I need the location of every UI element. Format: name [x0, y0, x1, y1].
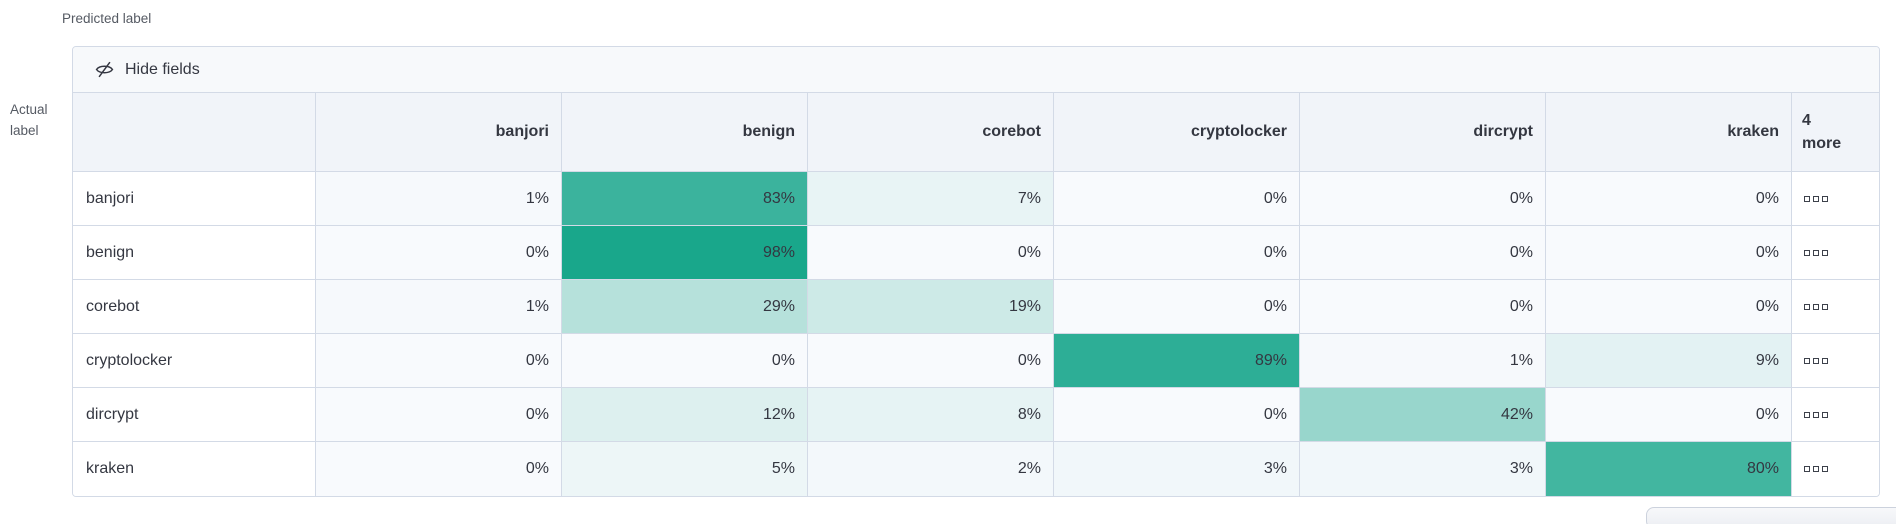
matrix-cell-kraken-dircrypt[interactable]: 3% — [1300, 442, 1546, 496]
matrix-cell-kraken-cryptolocker[interactable]: 3% — [1054, 442, 1300, 496]
matrix-cell-dircrypt-corebot[interactable]: 8% — [808, 388, 1054, 442]
boxes-horizontal-icon — [1804, 303, 1810, 310]
confusion-matrix-grid: banjori benign corebot cryptolocker dircrypt… — [73, 93, 1879, 496]
row-label-kraken[interactable]: kraken — [73, 442, 316, 496]
matrix-cell-cryptolocker-banjori[interactable]: 0% — [316, 334, 562, 388]
boxes-horizontal-icon — [1822, 249, 1828, 256]
matrix-cell-corebot-corebot[interactable]: 19% — [808, 280, 1054, 334]
boxes-horizontal-icon — [1804, 466, 1810, 472]
boxes-horizontal-icon — [1804, 249, 1810, 256]
matrix-cell-benign-benign[interactable]: 98% — [562, 226, 808, 280]
column-header-banjori[interactable]: banjori — [316, 93, 562, 172]
matrix-cell-kraken-benign[interactable]: 5% — [562, 442, 808, 496]
matrix-cell-banjori-cryptolocker[interactable]: 0% — [1054, 172, 1300, 226]
row-label-dircrypt[interactable]: dircrypt — [73, 388, 316, 442]
more-columns-cell-banjori[interactable] — [1792, 172, 1879, 226]
boxes-horizontal-icon — [1804, 411, 1810, 418]
matrix-cell-dircrypt-kraken[interactable]: 0% — [1546, 388, 1792, 442]
column-header-dircrypt[interactable]: dircrypt — [1300, 93, 1546, 172]
horizontal-scrollbar-thumb[interactable] — [1646, 507, 1896, 524]
matrix-cell-corebot-cryptolocker[interactable]: 0% — [1054, 280, 1300, 334]
matrix-cell-kraken-banjori[interactable]: 0% — [316, 442, 562, 496]
more-columns-cell-benign[interactable] — [1792, 226, 1879, 280]
boxes-horizontal-icon — [1822, 303, 1828, 310]
more-columns-cell-cryptolocker[interactable] — [1792, 334, 1879, 388]
matrix-cell-dircrypt-dircrypt[interactable]: 42% — [1300, 388, 1546, 442]
matrix-cell-banjori-benign[interactable]: 83% — [562, 172, 808, 226]
boxes-horizontal-icon — [1822, 357, 1828, 364]
matrix-cell-benign-corebot[interactable]: 0% — [808, 226, 1054, 280]
matrix-cell-corebot-kraken[interactable]: 0% — [1546, 280, 1792, 334]
matrix-cell-banjori-kraken[interactable]: 0% — [1546, 172, 1792, 226]
column-header-kraken[interactable]: kraken — [1546, 93, 1792, 172]
predicted-label: Predicted label — [62, 11, 152, 26]
confusion-matrix-panel: Hide fields banjori benign corebot cryptolo… — [72, 46, 1880, 497]
boxes-horizontal-icon — [1804, 357, 1810, 364]
hide-fields-button[interactable]: Hide fields — [95, 60, 200, 79]
boxes-horizontal-icon — [1822, 411, 1828, 418]
row-label-banjori[interactable]: banjori — [73, 172, 316, 226]
row-label-benign[interactable]: benign — [73, 226, 316, 280]
row-label-cryptolocker[interactable]: cryptolocker — [73, 334, 316, 388]
matrix-cell-benign-banjori[interactable]: 0% — [316, 226, 562, 280]
boxes-horizontal-icon — [1822, 195, 1828, 202]
matrix-cell-cryptolocker-benign[interactable]: 0% — [562, 334, 808, 388]
matrix-cell-benign-dircrypt[interactable]: 0% — [1300, 226, 1546, 280]
matrix-cell-banjori-banjori[interactable]: 1% — [316, 172, 562, 226]
column-header-cryptolocker[interactable]: cryptolocker — [1054, 93, 1300, 172]
boxes-horizontal-icon — [1804, 195, 1810, 202]
matrix-cell-corebot-benign[interactable]: 29% — [562, 280, 808, 334]
matrix-cell-dircrypt-cryptolocker[interactable]: 0% — [1054, 388, 1300, 442]
grid-toolbar: Hide fields — [73, 47, 1879, 93]
matrix-cell-banjori-dircrypt[interactable]: 0% — [1300, 172, 1546, 226]
boxes-horizontal-icon — [1813, 249, 1819, 256]
boxes-horizontal-icon — [1822, 466, 1828, 472]
boxes-horizontal-icon — [1813, 357, 1819, 364]
hidden-columns-header[interactable]: 4 more — [1792, 93, 1879, 172]
eye-closed-icon — [95, 60, 114, 79]
matrix-cell-kraken-corebot[interactable]: 2% — [808, 442, 1054, 496]
matrix-cell-cryptolocker-cryptolocker[interactable]: 89% — [1054, 334, 1300, 388]
matrix-cell-benign-kraken[interactable]: 0% — [1546, 226, 1792, 280]
more-columns-cell-corebot[interactable] — [1792, 280, 1879, 334]
matrix-cell-dircrypt-banjori[interactable]: 0% — [316, 388, 562, 442]
boxes-horizontal-icon — [1813, 303, 1819, 310]
matrix-cell-cryptolocker-corebot[interactable]: 0% — [808, 334, 1054, 388]
matrix-cell-kraken-kraken[interactable]: 80% — [1546, 442, 1792, 496]
matrix-cell-dircrypt-benign[interactable]: 12% — [562, 388, 808, 442]
boxes-horizontal-icon — [1813, 466, 1819, 472]
matrix-cell-banjori-corebot[interactable]: 7% — [808, 172, 1054, 226]
actual-label: Actual label — [10, 102, 48, 138]
boxes-horizontal-icon — [1813, 411, 1819, 418]
column-header-corebot[interactable]: corebot — [808, 93, 1054, 172]
more-columns-cell-kraken[interactable] — [1792, 442, 1879, 496]
row-label-corebot[interactable]: corebot — [73, 280, 316, 334]
matrix-cell-cryptolocker-kraken[interactable]: 9% — [1546, 334, 1792, 388]
hide-fields-label: Hide fields — [125, 60, 200, 78]
matrix-cell-corebot-dircrypt[interactable]: 0% — [1300, 280, 1546, 334]
column-header-benign[interactable]: benign — [562, 93, 808, 172]
corner-header-cell — [73, 93, 316, 172]
boxes-horizontal-icon — [1813, 195, 1819, 202]
matrix-cell-benign-cryptolocker[interactable]: 0% — [1054, 226, 1300, 280]
more-columns-cell-dircrypt[interactable] — [1792, 388, 1879, 442]
matrix-cell-cryptolocker-dircrypt[interactable]: 1% — [1300, 334, 1546, 388]
matrix-cell-corebot-banjori[interactable]: 1% — [316, 280, 562, 334]
